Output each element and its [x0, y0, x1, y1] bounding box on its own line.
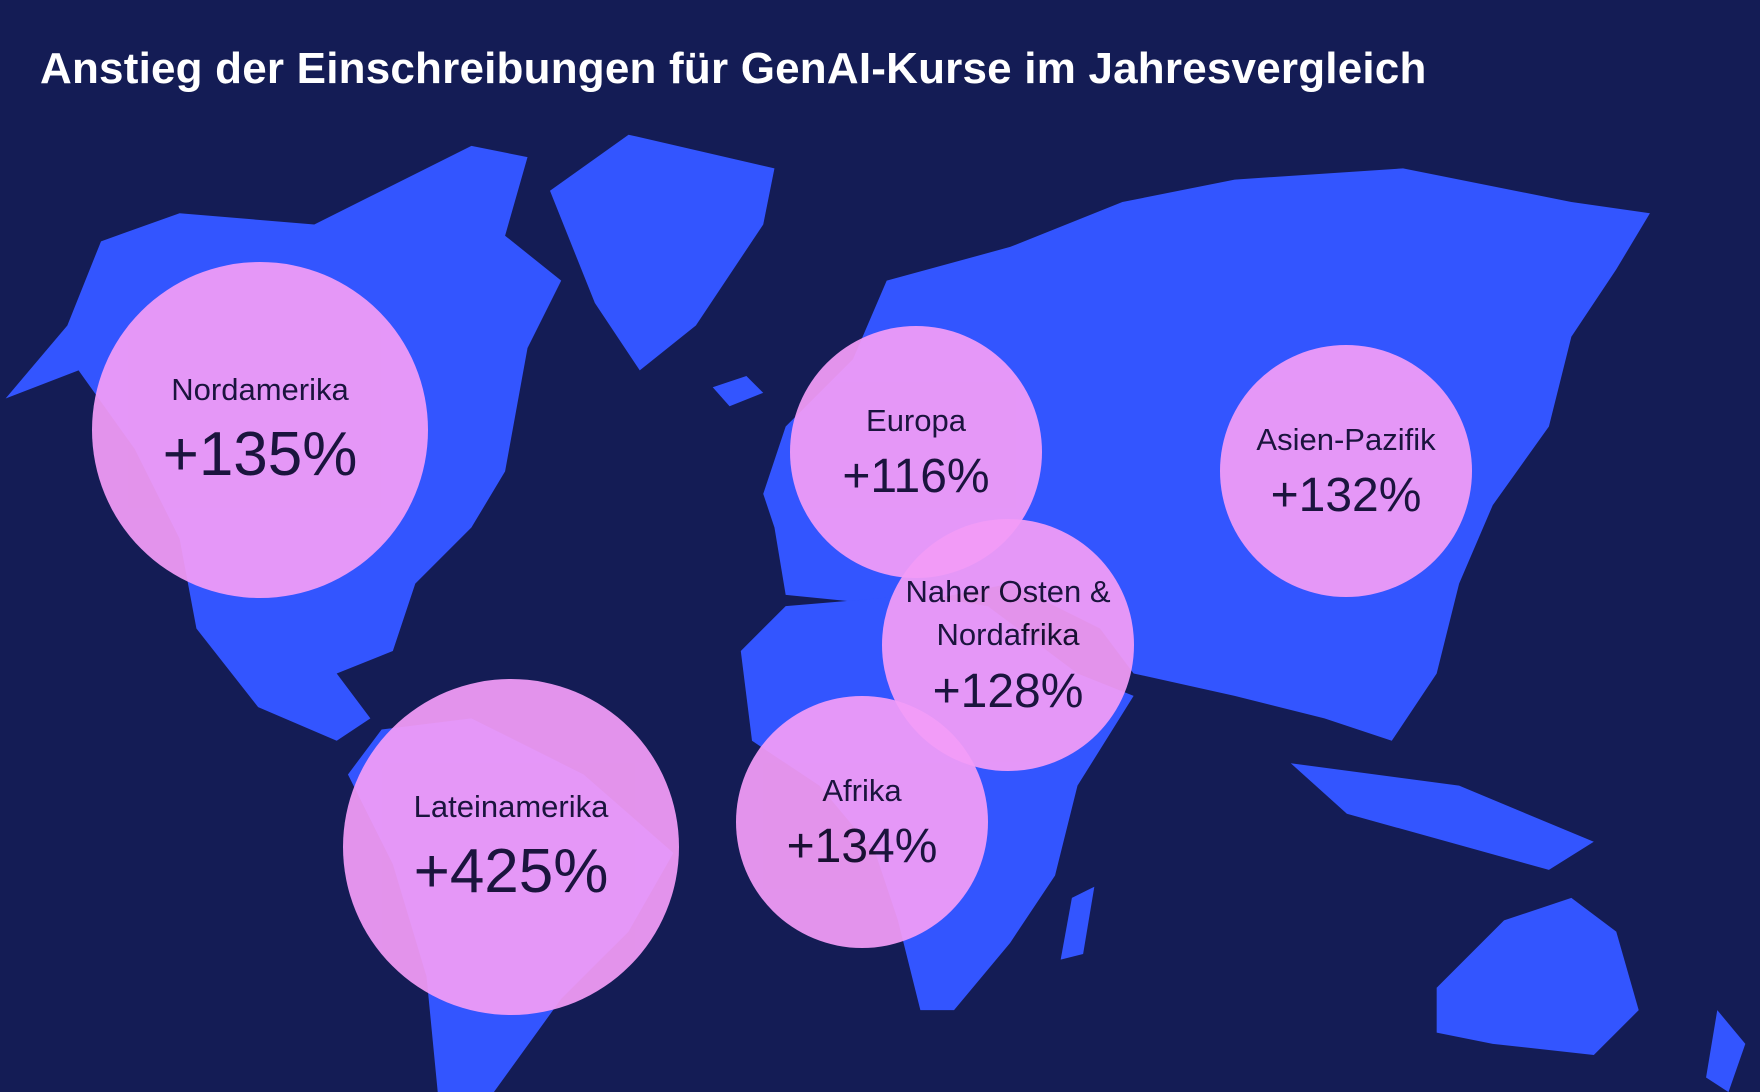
region-bubble: Lateinamerika +425%: [343, 679, 679, 1015]
value-label: +425%: [413, 836, 609, 906]
region-name: Nordamerika: [171, 372, 349, 408]
region-name: Lateinamerika: [413, 789, 609, 825]
region-name: Naher Osten & Nordafrika: [905, 573, 1111, 653]
eurasia: [763, 168, 1650, 741]
region-bubble: Europa +116%: [790, 326, 1042, 578]
region-bubble: Asien-Pazifik +132%: [1220, 345, 1472, 597]
region-bubble: Nordamerika +135%: [92, 262, 428, 598]
value-label: +134%: [786, 819, 938, 873]
chart-title: Anstieg der Einschreibungen für GenAI-Ku…: [40, 44, 1427, 93]
iceland: [712, 376, 764, 407]
region-bubble: Naher Osten & Nordafrika +128%: [882, 519, 1134, 771]
value-label: +116%: [842, 449, 990, 503]
value-label: +132%: [1270, 468, 1422, 522]
region-name: Asien-Pazifik: [1256, 421, 1436, 457]
region-name: Europa: [866, 402, 966, 438]
new-zealand: [1706, 1010, 1746, 1092]
greenland: [549, 134, 775, 371]
region-bubble: Afrika +134%: [736, 696, 988, 948]
madagascar: [1060, 886, 1095, 960]
region-name: Afrika: [822, 772, 902, 808]
australia: [1436, 897, 1639, 1056]
value-label: +128%: [932, 664, 1084, 718]
southeast-asia: [1290, 763, 1594, 870]
value-label: +135%: [162, 419, 358, 489]
